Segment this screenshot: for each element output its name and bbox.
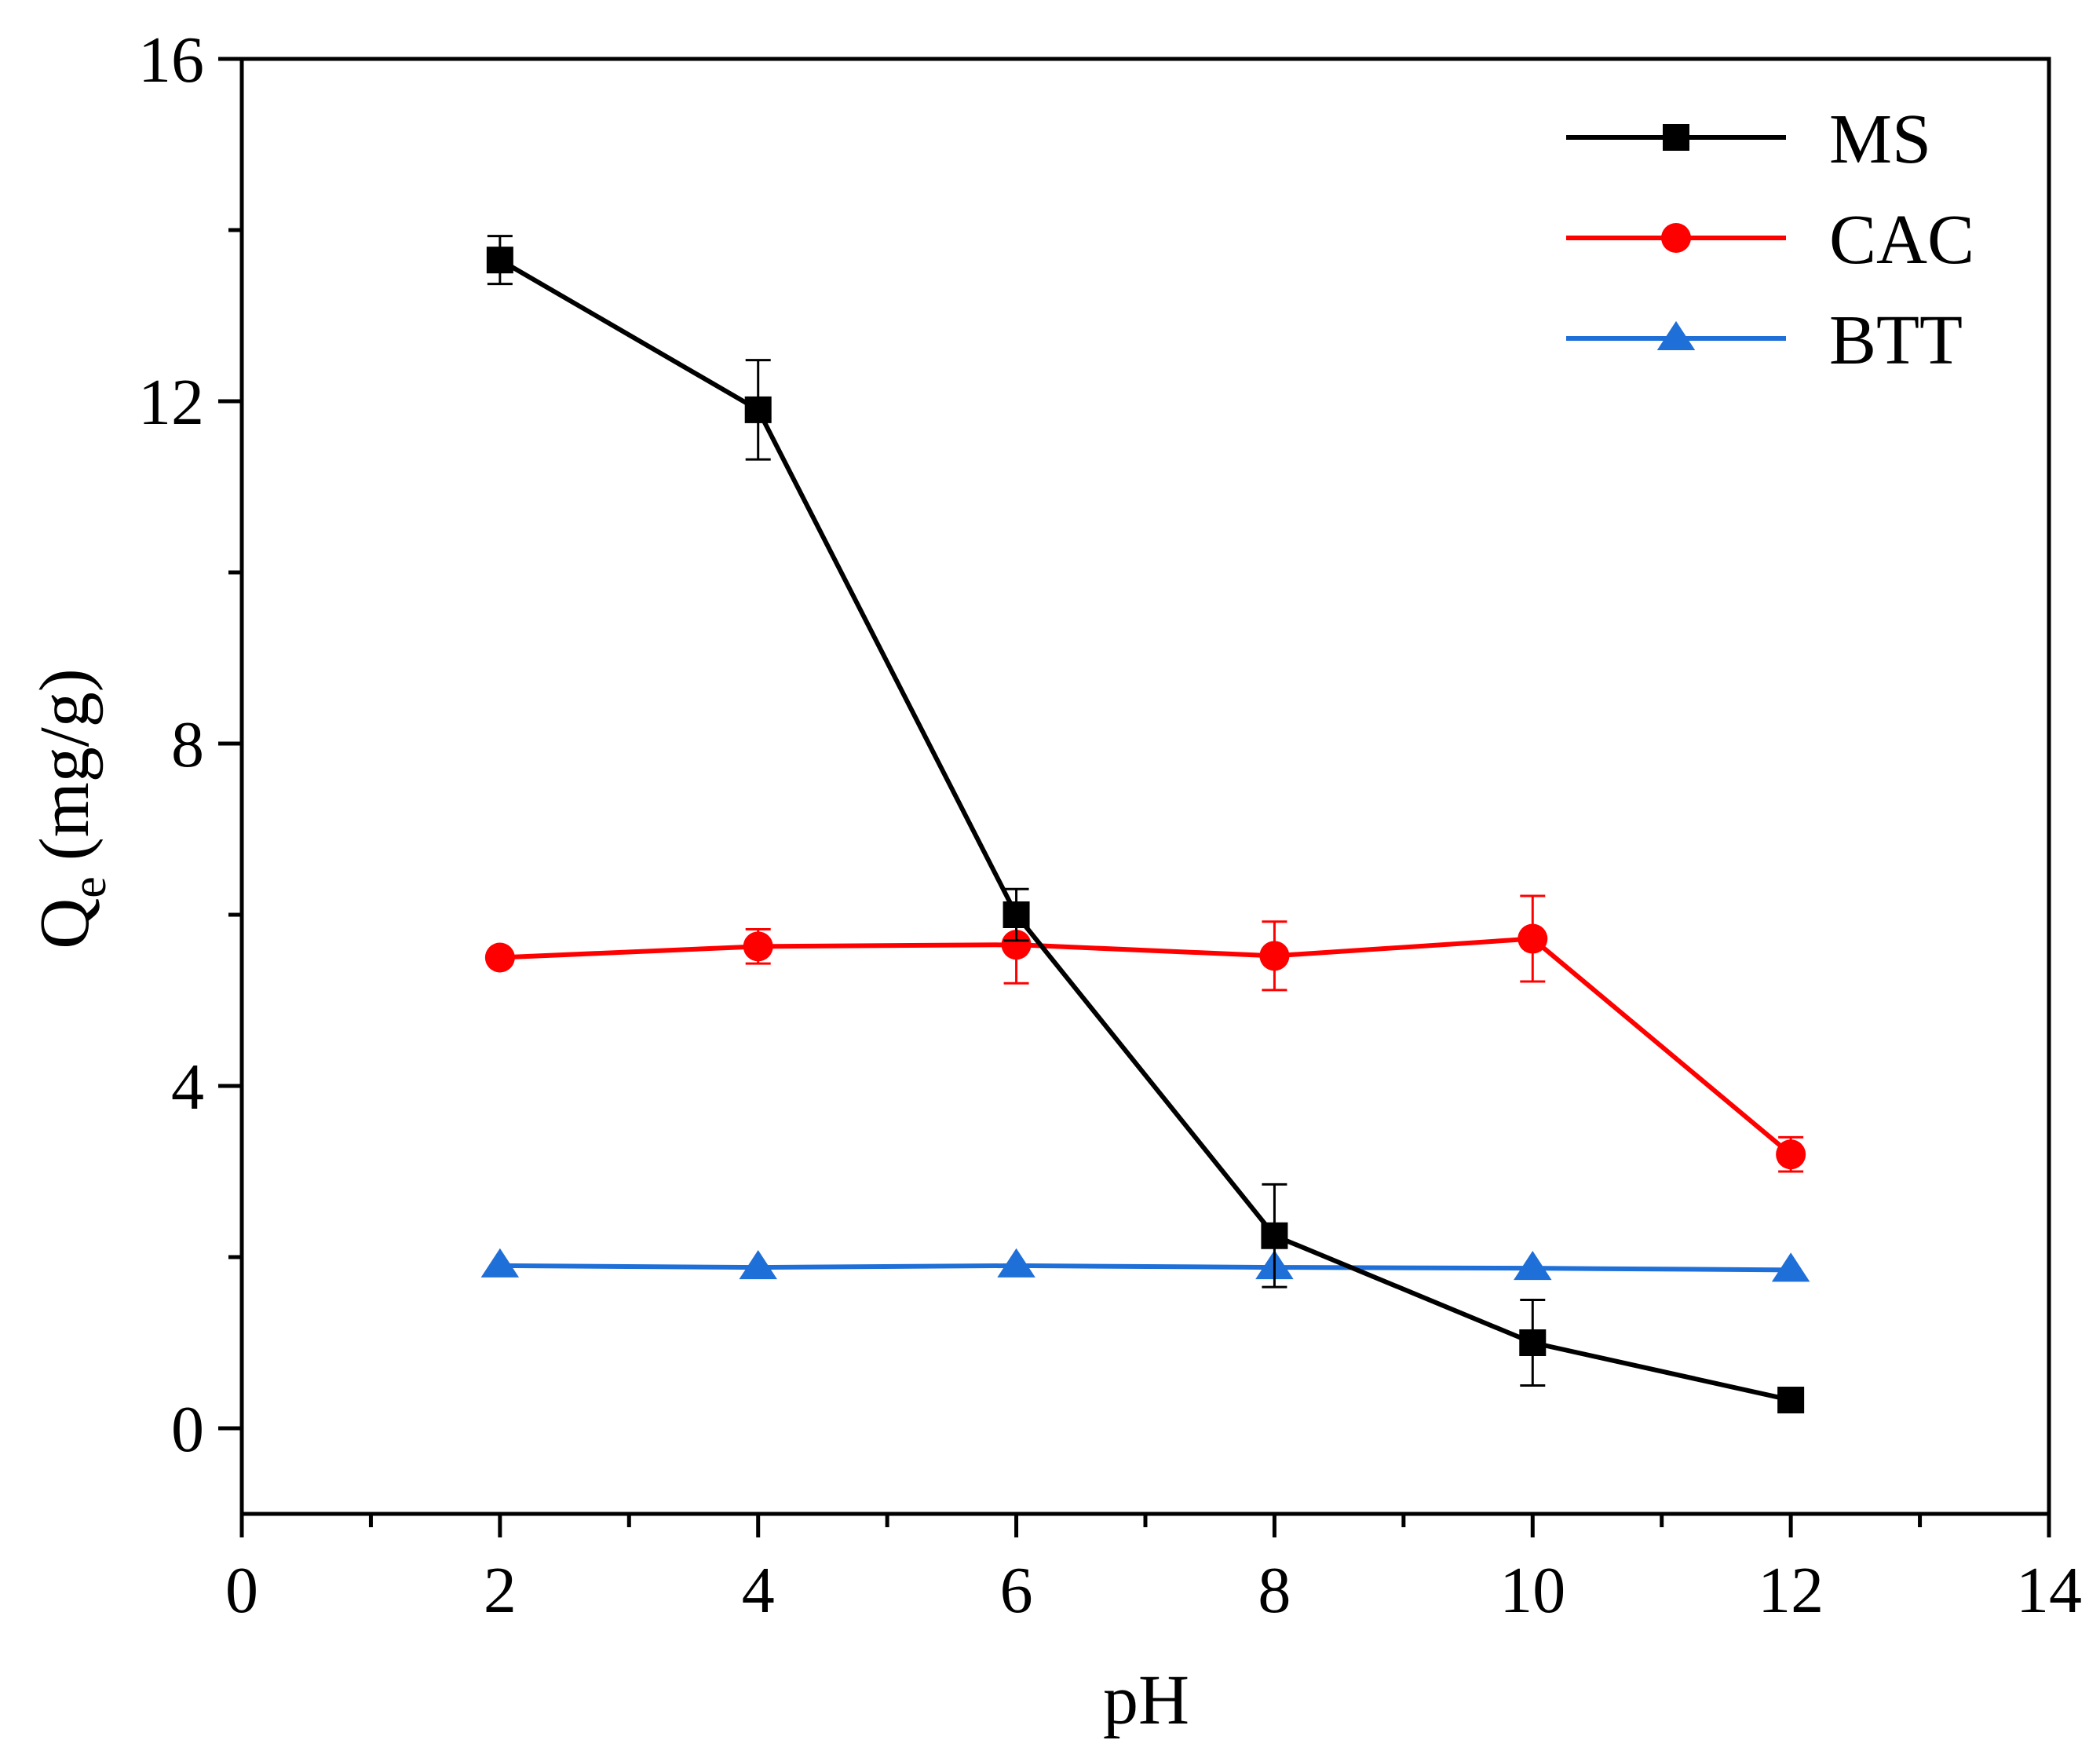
x-axis-title: pH — [1103, 1661, 1189, 1739]
x-tick-label: 12 — [1758, 1554, 1824, 1627]
x-tick-label: 2 — [484, 1554, 517, 1627]
y-tick-label: 16 — [138, 24, 204, 97]
x-tick-label: 4 — [742, 1554, 775, 1627]
data-point-ms — [1261, 1222, 1288, 1249]
legend-marker-ms — [1663, 124, 1689, 151]
data-point-cac — [1776, 1139, 1806, 1170]
data-point-btt — [1514, 1251, 1552, 1281]
y-tick-label: 12 — [138, 366, 204, 439]
legend-marker-cac — [1661, 223, 1691, 253]
legend-label-btt: BTT — [1829, 302, 1963, 379]
data-point-ms — [486, 247, 513, 274]
x-tick-label: 0 — [225, 1554, 258, 1627]
y-axis-title-units: (mg/g) — [26, 668, 104, 861]
data-point-cac — [743, 931, 773, 962]
axis-ticks — [218, 57, 2051, 1537]
data-point-btt — [997, 1248, 1035, 1278]
data-point-ms — [744, 396, 772, 423]
data-point-btt — [1771, 1252, 1810, 1282]
data-point-btt — [739, 1249, 777, 1280]
data-point-ms — [1777, 1387, 1805, 1414]
legend-label-cac: CAC — [1829, 201, 1974, 279]
x-tick-label: 6 — [1000, 1554, 1033, 1627]
data-point-cac — [1517, 923, 1548, 954]
y-tick-label: 4 — [171, 1051, 204, 1124]
series-line-btt — [499, 1263, 1791, 1273]
data-point-btt — [480, 1248, 520, 1278]
data-point-ms — [1519, 1329, 1547, 1356]
data-point-ms — [1003, 901, 1030, 928]
legend: MS CAC BTT — [1566, 101, 1974, 379]
series-line-cac — [499, 936, 1793, 1157]
y-tick-label: 0 — [171, 1393, 204, 1466]
y-axis-title-main: Q — [26, 898, 104, 949]
data-point-cac — [1001, 930, 1032, 960]
data-point-cac — [484, 942, 515, 973]
y-tick-label: 8 — [171, 708, 204, 781]
x-tick-label: 8 — [1258, 1554, 1291, 1627]
series-cac — [484, 894, 1806, 1173]
x-tick-label: 10 — [1499, 1554, 1565, 1627]
legend-label-ms: MS — [1829, 101, 1931, 178]
axis-tick-labels: 0 2 4 6 8 10 12 14 0 4 8 12 16 — [138, 24, 2082, 1627]
series-ms — [486, 235, 1805, 1414]
plot-frame — [239, 57, 2051, 1516]
data-point-cac — [1259, 941, 1290, 971]
legend-marker-btt — [1656, 320, 1696, 350]
series-layer — [480, 235, 1810, 1414]
series-btt — [480, 1248, 1810, 1282]
series-line-ms — [499, 258, 1791, 1402]
x-tick-label: 14 — [2016, 1554, 2082, 1627]
y-axis-title-subscript: e — [63, 876, 116, 898]
y-axis-title: Qe (mg/g) — [26, 668, 116, 949]
